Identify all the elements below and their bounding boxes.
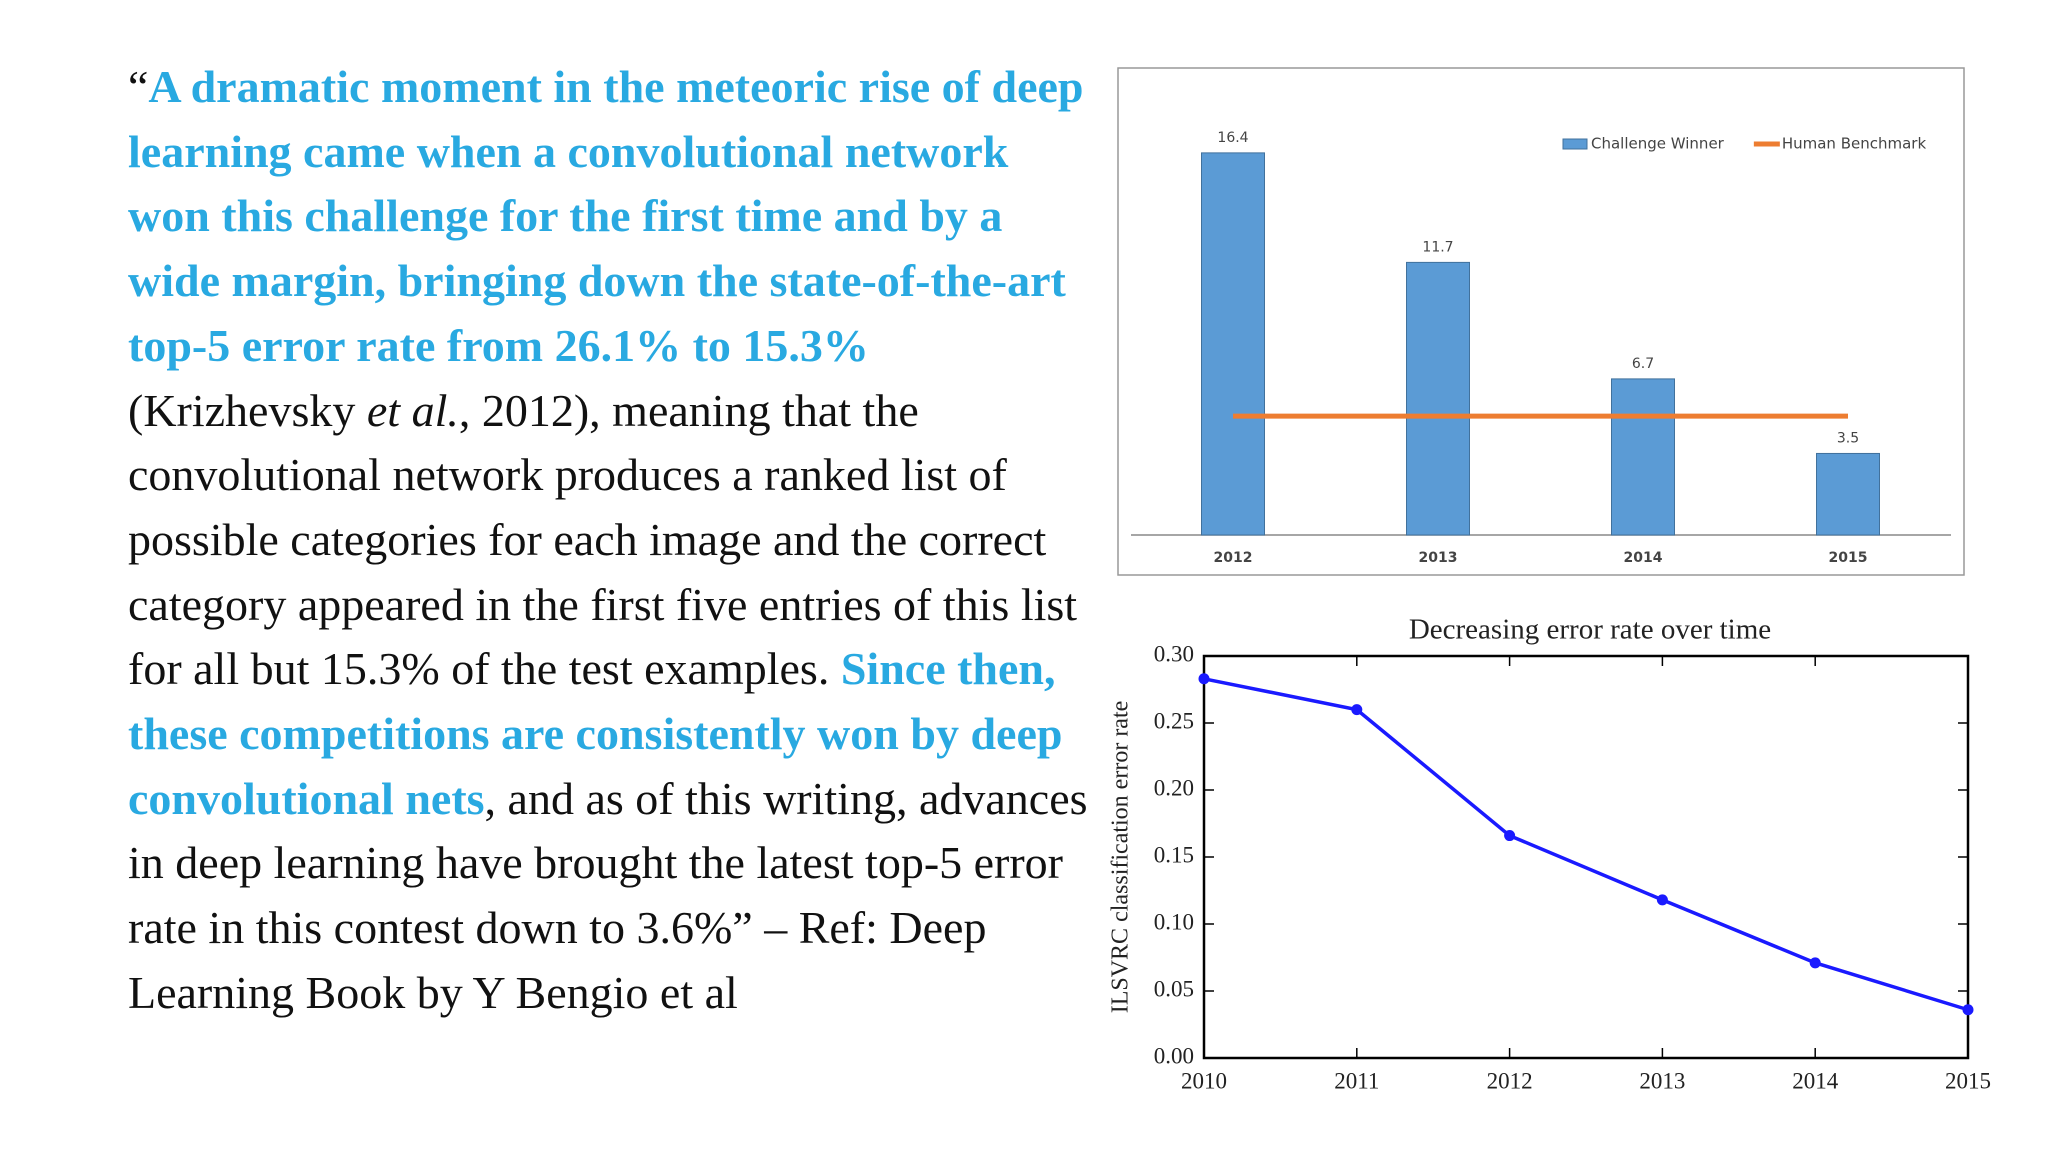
data-point: [1198, 673, 1210, 685]
x-tick-label: 2014: [1792, 1068, 1839, 1093]
line-chart: Decreasing error rate over time ILSVRC c…: [1108, 614, 1992, 1094]
y-axis-label: ILSVRC classification error rate: [1108, 701, 1134, 1014]
value-label: 3.5: [1837, 430, 1859, 446]
y-tick-label: 0.20: [1154, 775, 1194, 800]
quote-text: (Krizhevsky: [128, 384, 367, 436]
bar: [1201, 152, 1265, 536]
data-point: [1809, 957, 1821, 969]
x-tick-label: 2015: [1945, 1068, 1991, 1093]
value-label: 16.4: [1217, 130, 1248, 146]
bar: [1406, 261, 1470, 536]
data-point: [1962, 1004, 1974, 1016]
quote-text: , and as of this writing, advances in de…: [128, 772, 1088, 1018]
data-point: [1351, 704, 1363, 716]
data-line: [1203, 677, 1969, 1012]
quote-highlight: A dramatic moment in the meteoric rise o…: [128, 61, 1084, 371]
quote-text: , 2012), meaning that the convolutional …: [128, 384, 1078, 695]
quote-italic: et al.: [366, 384, 459, 436]
y-tick-label: 0.00: [1154, 1043, 1194, 1068]
plot-frame: [1202, 654, 1970, 1060]
legend-label: Human Benchmark: [1782, 135, 1927, 153]
y-tick-label: 0.30: [1154, 641, 1194, 666]
x-tick-label: 2014: [1624, 550, 1663, 566]
x-tick-label: 2011: [1334, 1068, 1379, 1093]
bar: [1816, 452, 1880, 536]
y-tick-label: 0.05: [1154, 976, 1194, 1001]
y-tick-label: 0.25: [1154, 708, 1194, 733]
x-tick-label: 2010: [1181, 1068, 1227, 1093]
x-tick-label: 2013: [1419, 550, 1458, 566]
x-tick-label: 2013: [1639, 1068, 1685, 1093]
value-label: 11.7: [1422, 239, 1453, 255]
chart-title: Decreasing error rate over time: [1409, 614, 1771, 646]
quote-highlight: Since then, these competitions are consi…: [128, 643, 1063, 824]
legend-swatch: [1562, 138, 1588, 150]
data-point: [1504, 830, 1516, 842]
x-tick-label: 2012: [1487, 1068, 1533, 1093]
x-tick-label: 2015: [1829, 550, 1868, 566]
quote-text: “: [128, 61, 149, 112]
data-point: [1656, 894, 1668, 906]
value-label: 6.7: [1632, 356, 1654, 372]
y-tick-label: 0.10: [1154, 909, 1194, 934]
bar-chart: 2012 2013 2014 2015 16.4 11.7 6.7 3.5 Challenge …: [1117, 67, 1965, 576]
x-tick-label: 2012: [1214, 550, 1253, 566]
bar: [1611, 378, 1675, 536]
legend-label: Challenge Winner: [1591, 135, 1725, 153]
quote: “A dramatic moment in the meteoric rise …: [128, 55, 1088, 1026]
y-tick-label: 0.15: [1154, 842, 1194, 867]
